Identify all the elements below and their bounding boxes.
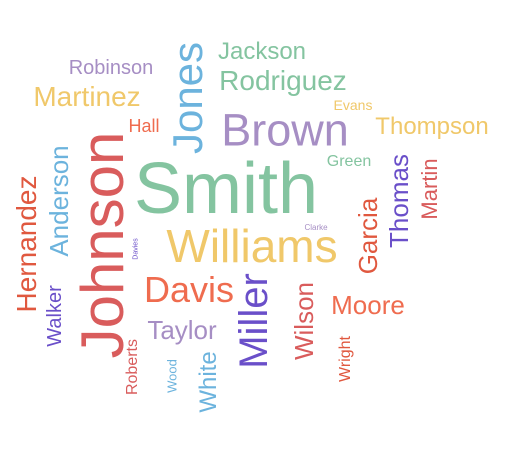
word-walker: Walker	[44, 285, 66, 347]
word-johnson: Johnson	[69, 131, 136, 359]
word-garcia: Garcia	[353, 197, 383, 275]
word-martinez: Martinez	[33, 81, 141, 112]
word-rodriguez: Rodriguez	[219, 65, 347, 96]
word-wright: Wright	[337, 336, 354, 382]
word-taylor: Taylor	[147, 315, 217, 345]
word-white: White	[195, 351, 222, 413]
word-moore: Moore	[331, 290, 405, 320]
word-smith: Smith	[133, 149, 319, 229]
word-davies: Davies	[132, 238, 140, 260]
word-thomas: Thomas	[384, 154, 414, 248]
word-jones: Jones	[164, 41, 211, 155]
word-hernandez: Hernandez	[11, 175, 42, 313]
word-davis: Davis	[143, 269, 235, 310]
word-thompson: Thompson	[375, 113, 489, 140]
word-green: Green	[326, 153, 372, 170]
word-brown: Brown	[221, 104, 349, 156]
word-evans: Evans	[333, 97, 373, 113]
word-roberts: Roberts	[124, 338, 141, 396]
word-clarke: Clarke	[304, 223, 328, 232]
word-robinson: Robinson	[68, 57, 154, 79]
word-martin: Martin	[417, 158, 442, 220]
word-anderson: Anderson	[44, 145, 74, 257]
word-hall: Hall	[128, 116, 160, 136]
word-miller: Miller	[232, 273, 276, 369]
word-williams: Williams	[166, 220, 338, 272]
word-jackson: Jackson	[217, 38, 307, 65]
word-wilson: Wilson	[289, 281, 319, 361]
word-wood: Wood	[164, 359, 180, 393]
